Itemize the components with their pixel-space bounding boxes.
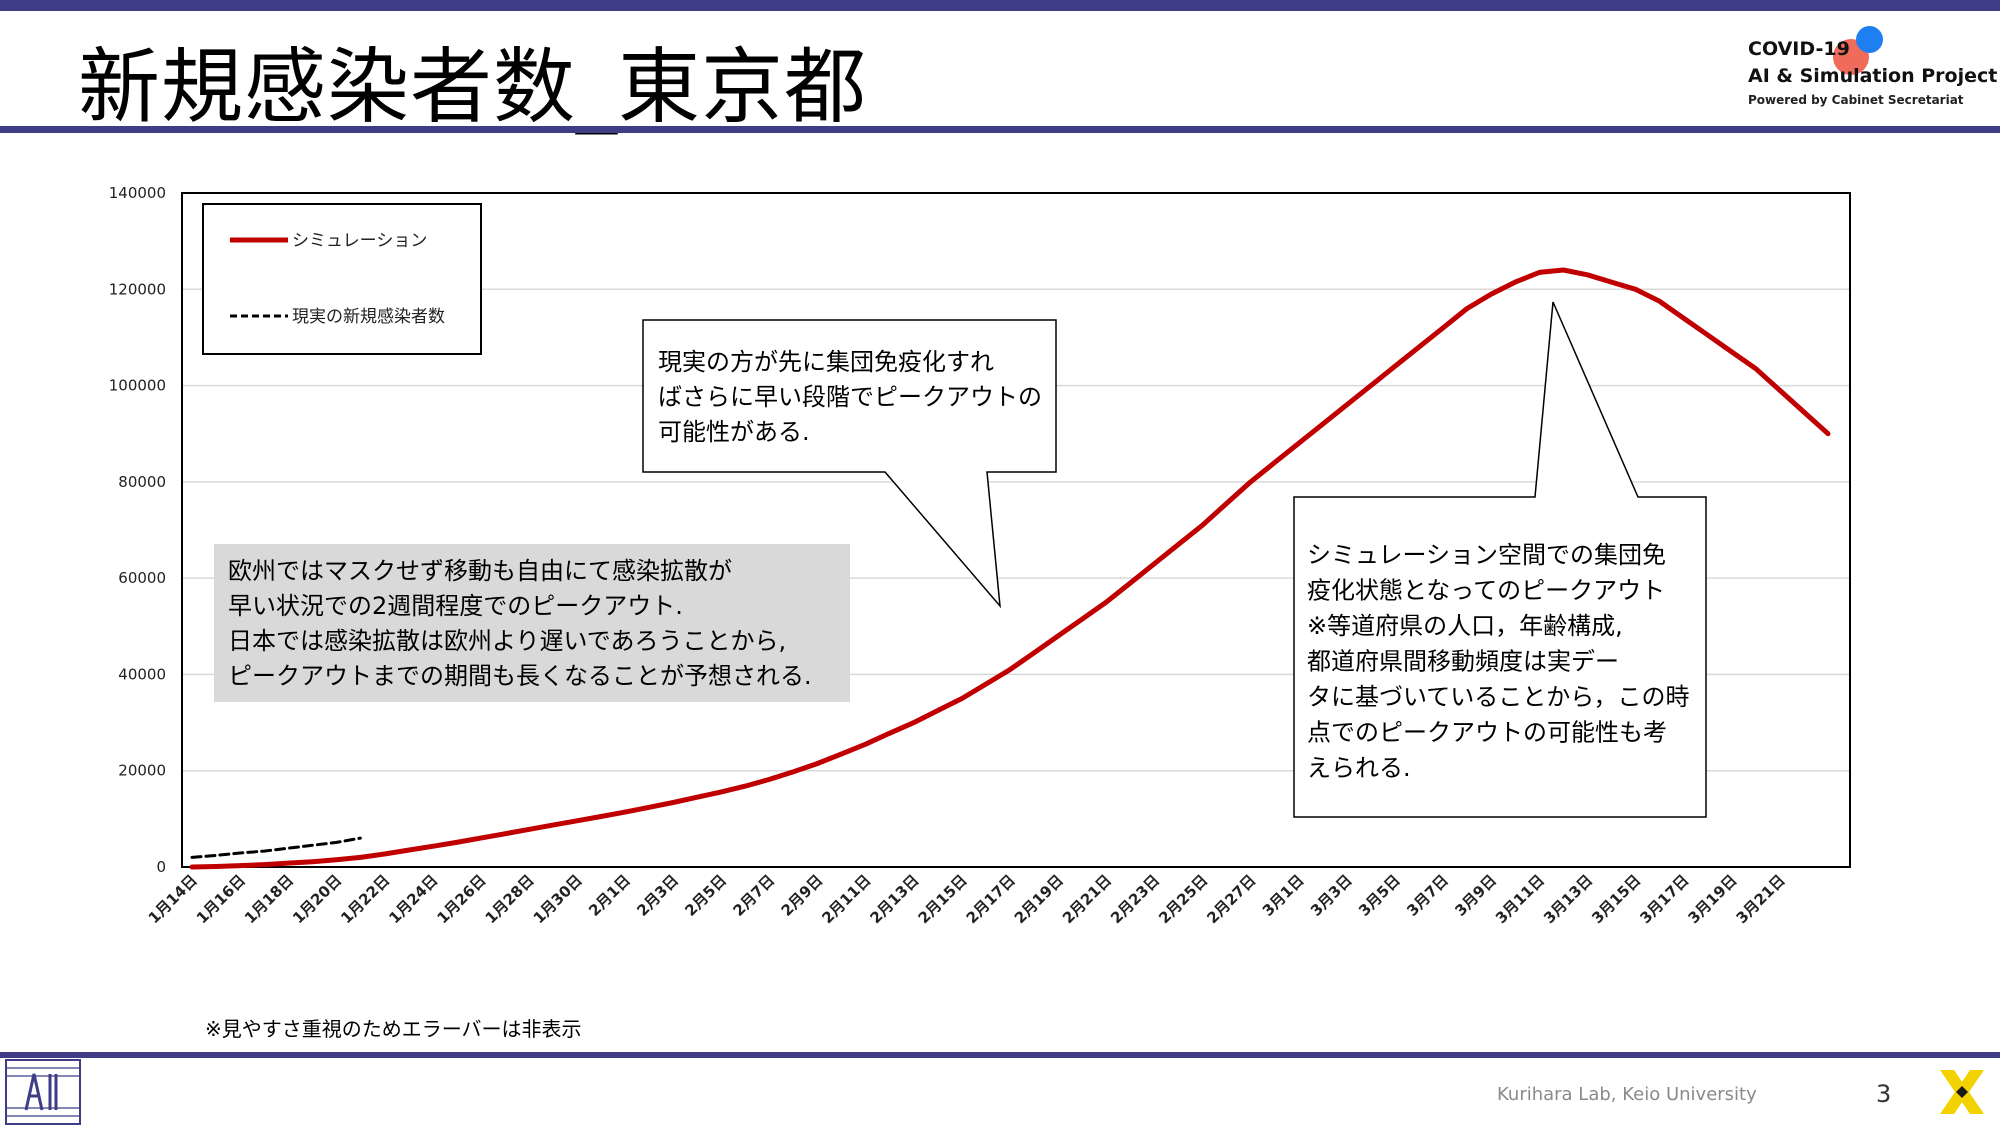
europe-note-line: ピークアウトまでの期間も長くなることが予想される. (228, 662, 812, 690)
logo-line-1: COVID-19 (1748, 38, 1850, 60)
europe-note-box (214, 544, 850, 702)
x-tick-label: 1月16日 (193, 871, 249, 927)
legend-box (202, 203, 482, 355)
x-tick-label: 2月5日 (681, 871, 730, 920)
y-tick-label: 120000 (109, 280, 166, 298)
ai-lab-logo-icon (5, 1059, 81, 1125)
reality-callout-line: ばさらに早い段階でピークアウトの (658, 383, 1042, 411)
actual-cases-series-line (190, 836, 362, 859)
infection-chart: 0 20000 40000 60000 80000 100000 120000 140000 1… (109, 184, 1851, 927)
logo-line-2: AI & Simulation Project (1748, 65, 1998, 87)
x-tick-label: 3月3日 (1307, 871, 1356, 920)
y-tick-label: 80000 (118, 473, 166, 491)
x-tick-label: 2月17日 (963, 871, 1019, 927)
x-tick-label: 1月14日 (145, 871, 201, 927)
x-tick-label: 3月19日 (1685, 871, 1741, 927)
simulation-callout-line: 点でのピークアウトの可能性も考 (1307, 719, 1667, 747)
reality-callout-line: 現実の方が先に集団免疫化すれ (658, 348, 994, 376)
plot-frame (181, 192, 1851, 868)
x-tick-label: 2月11日 (818, 871, 874, 927)
x-tick-label: 1月24日 (385, 871, 441, 927)
error-bar-footnote: ※見やすさ重視のためエラーバーは非表示 (205, 1017, 582, 1041)
top-accent-bar (0, 0, 2000, 11)
y-tick-label: 140000 (109, 184, 166, 202)
europe-note-line: 早い状況での2週間程度でのピークアウト. (228, 592, 683, 620)
logo-line-3: Powered by Cabinet Secretariat (1748, 93, 1964, 107)
x-tick-label: 3月11日 (1492, 871, 1548, 927)
y-tick-label: 60000 (118, 569, 166, 587)
simulation-callout-bubble (1293, 301, 1707, 818)
x-tick-label: 2月3日 (633, 871, 682, 920)
europe-note-line: 日本では感染拡散は欧州より遅いであろうことから, (228, 627, 786, 655)
x-tick-label: 3月7日 (1403, 871, 1452, 920)
simulation-series-line (189, 267, 1831, 870)
y-tick-label: 100000 (109, 377, 166, 395)
x-tick-label: 3月13日 (1540, 871, 1596, 927)
x-tick-label: 3月15日 (1588, 871, 1644, 927)
simulation-callout-line: 都道府県間移動頻度は実デー (1307, 648, 1619, 676)
simulation-callout-line: タに基づいていることから，この時 (1307, 683, 1690, 711)
x-tick-label: 1月20日 (289, 871, 345, 927)
page-number: 3 (1876, 1080, 1892, 1108)
x-tick-label: 2月13日 (867, 871, 923, 927)
page-title: 新規感染者数_東京都 (78, 40, 868, 135)
x-tick-label: 2月19日 (1011, 871, 1067, 927)
logo-blue-dot-icon (1856, 26, 1883, 53)
y-tick-label: 20000 (118, 762, 166, 780)
europe-note-line: 欧州ではマスクせず移動も自由にて感染拡散が (228, 557, 732, 585)
simulation-callout-line: えられる. (1307, 754, 1411, 782)
y-tick-label: 40000 (118, 665, 166, 683)
x-tick-label: 2月1日 (585, 871, 634, 920)
simulation-callout-line: シミュレーション空間での集団免 (1307, 541, 1666, 569)
x-tick-label: 1月28日 (482, 871, 538, 927)
bottom-accent-bar (0, 1052, 2000, 1058)
x-tick-label: 1月26日 (433, 871, 489, 927)
simulation-callout-line: ※等道府県の人口，年齢構成, (1307, 612, 1623, 640)
x-tick-label: 1月30日 (530, 871, 586, 927)
title-underline-bar (0, 126, 2000, 133)
x-tick-label: 2月23日 (1107, 871, 1163, 927)
lab-credit: Kurihara Lab, Keio University (1497, 1084, 1757, 1105)
x-tick-label: 1月22日 (337, 871, 393, 927)
simulation-callout-line: 疫化状態となってのピークアウト (1307, 577, 1665, 605)
legend-label: シミュレーション (292, 231, 427, 251)
x-tick-label: 2月27日 (1203, 871, 1259, 927)
x-tick-label: 2月7日 (730, 871, 779, 920)
legend-label: 現実の新規感染者数 (292, 307, 445, 327)
x-tick-label: 3月1日 (1259, 871, 1308, 920)
y-tick-label: 0 (156, 858, 166, 876)
x-tick-label: 3月17日 (1636, 871, 1692, 927)
x-tick-label: 2月15日 (915, 871, 971, 927)
x-tick-label: 2月21日 (1059, 871, 1115, 927)
reality-callout-line: 可能性がある. (658, 418, 810, 446)
x-tick-label: 2月25日 (1155, 871, 1211, 927)
x-tick-label: 3月21日 (1733, 871, 1789, 927)
x-brand-icon (1940, 1070, 1984, 1114)
x-tick-label: 3月5日 (1355, 871, 1404, 920)
x-tick-label: 1月18日 (241, 871, 297, 927)
covid-project-logo: COVID-19 AI & Simulation Project Powered… (1748, 26, 1997, 116)
reality-callout-bubble (642, 319, 1057, 609)
